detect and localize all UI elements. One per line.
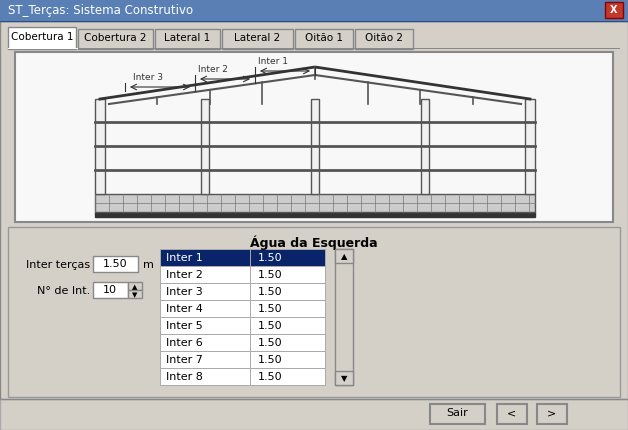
Bar <box>250 351 325 368</box>
Bar <box>250 249 325 266</box>
Bar <box>8 28 76 50</box>
Bar <box>160 283 250 300</box>
Text: Cobertura 1: Cobertura 1 <box>11 32 73 42</box>
Text: Inter 3: Inter 3 <box>166 286 203 296</box>
Text: 1.50: 1.50 <box>258 337 283 347</box>
Bar <box>497 404 527 424</box>
Text: Inter 2: Inter 2 <box>198 65 228 74</box>
Bar <box>295 30 353 50</box>
Text: 1.50: 1.50 <box>103 258 127 268</box>
Text: Inter 3: Inter 3 <box>133 73 163 82</box>
Text: ▲: ▲ <box>341 252 347 261</box>
Bar <box>355 30 413 50</box>
Text: Água da Esquerda: Água da Esquerda <box>250 236 378 250</box>
Text: ▼: ▼ <box>133 291 138 297</box>
Bar <box>250 266 325 283</box>
Bar <box>78 30 153 50</box>
Text: Inter 7: Inter 7 <box>166 354 203 364</box>
Text: Lateral 1: Lateral 1 <box>164 33 210 43</box>
Bar <box>0 0 628 22</box>
Bar <box>93 256 138 272</box>
Text: Inter 2: Inter 2 <box>166 269 203 280</box>
Bar <box>250 283 325 300</box>
Text: 1.50: 1.50 <box>258 354 283 364</box>
Bar <box>335 249 353 264</box>
Bar <box>95 212 535 218</box>
Bar <box>8 49 620 50</box>
Text: Oitão 2: Oitão 2 <box>365 33 403 43</box>
Bar <box>0 0 628 22</box>
Text: Inter 5: Inter 5 <box>166 320 203 330</box>
Bar <box>8 227 620 397</box>
Text: Inter 6: Inter 6 <box>166 337 203 347</box>
Bar <box>335 371 353 385</box>
Bar <box>95 100 105 194</box>
Text: m: m <box>143 259 154 269</box>
Bar <box>250 300 325 317</box>
Bar <box>250 317 325 334</box>
Bar <box>525 100 535 194</box>
Bar <box>160 368 250 385</box>
Bar <box>160 300 250 317</box>
Text: <: < <box>507 407 517 417</box>
Bar <box>128 290 142 298</box>
Bar <box>335 249 353 385</box>
Text: Sair: Sair <box>446 407 468 417</box>
Text: 1.50: 1.50 <box>258 286 283 296</box>
Bar <box>15 53 613 222</box>
Text: Inter 4: Inter 4 <box>166 303 203 313</box>
Text: Inter terças: Inter terças <box>26 259 90 269</box>
Text: 1.50: 1.50 <box>258 303 283 313</box>
Bar <box>160 266 250 283</box>
Text: Lateral 2: Lateral 2 <box>234 33 280 43</box>
Bar <box>0 399 628 430</box>
Bar <box>8 49 78 50</box>
Text: 1.50: 1.50 <box>258 269 283 280</box>
Text: Inter 1: Inter 1 <box>166 252 203 262</box>
Text: Oitão 1: Oitão 1 <box>305 33 343 43</box>
Text: 10: 10 <box>103 284 117 294</box>
Bar <box>160 334 250 351</box>
Text: ▼: ▼ <box>341 373 347 382</box>
Text: Inter 8: Inter 8 <box>166 371 203 381</box>
Text: 1.50: 1.50 <box>258 252 283 262</box>
Text: ST_Terças: Sistema Construtivo: ST_Terças: Sistema Construtivo <box>8 4 193 17</box>
Bar <box>250 368 325 385</box>
Text: Inter 1: Inter 1 <box>258 57 288 66</box>
Bar <box>201 100 209 194</box>
Text: 1.50: 1.50 <box>258 371 283 381</box>
Bar <box>0 0 628 22</box>
Bar <box>160 351 250 368</box>
Bar <box>222 30 293 50</box>
Bar <box>160 317 250 334</box>
Bar <box>421 100 429 194</box>
Bar <box>128 283 142 290</box>
Text: X: X <box>610 5 618 15</box>
Bar <box>160 249 250 266</box>
Bar <box>605 3 623 19</box>
Text: N° de Int.: N° de Int. <box>37 286 90 295</box>
Text: Cobertura 2: Cobertura 2 <box>84 33 146 43</box>
Bar <box>95 194 535 212</box>
Bar <box>537 404 567 424</box>
Text: ▲: ▲ <box>133 283 138 289</box>
Bar <box>430 404 485 424</box>
Bar <box>93 283 128 298</box>
Text: >: > <box>548 407 556 417</box>
Bar <box>250 334 325 351</box>
Text: 1.50: 1.50 <box>258 320 283 330</box>
Bar <box>155 30 220 50</box>
Bar <box>311 100 319 194</box>
